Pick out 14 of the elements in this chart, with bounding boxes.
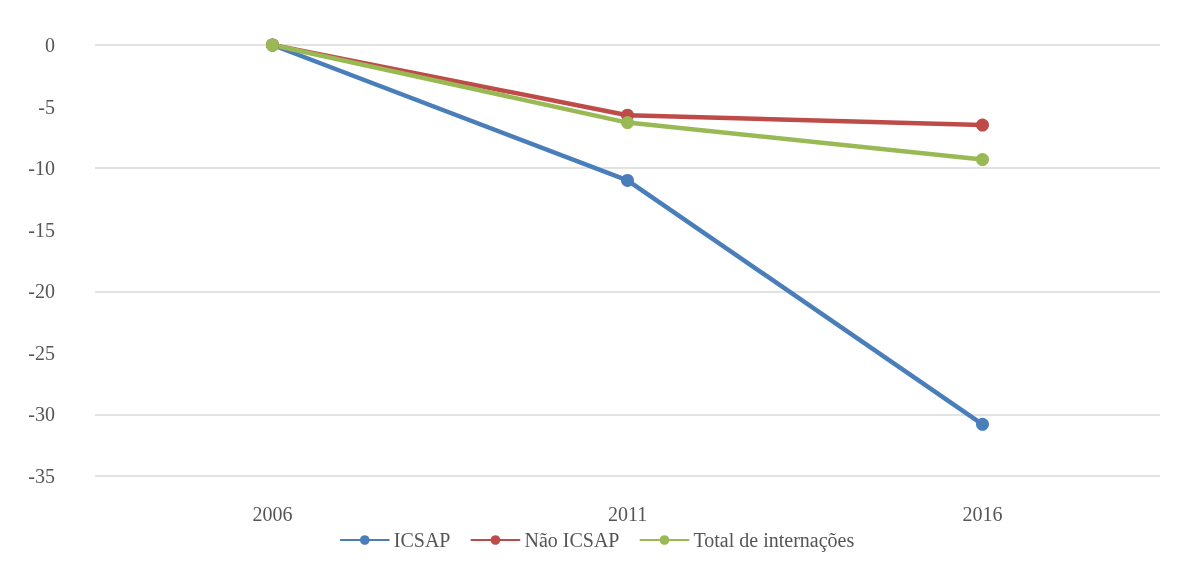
y-tick-label: -30 (28, 403, 55, 426)
x-tick-label: 2011 (607, 503, 648, 525)
y-tick-label: -35 (28, 465, 55, 487)
y-tick-label: -20 (28, 280, 55, 303)
y-tick-label: -15 (28, 218, 55, 241)
legend-label: Total de internações (693, 529, 855, 552)
y-tick-label: -10 (28, 157, 55, 180)
legend-label: Não ICSAP (524, 529, 620, 551)
x-tick-label: 2006 (252, 503, 293, 525)
legend-label: ICSAP (393, 529, 451, 551)
y-tick-label: 0 (45, 34, 55, 56)
x-tick-label: 2016 (962, 503, 1003, 525)
y-tick-label: -25 (28, 341, 55, 364)
y-tick-label: -5 (38, 95, 55, 118)
